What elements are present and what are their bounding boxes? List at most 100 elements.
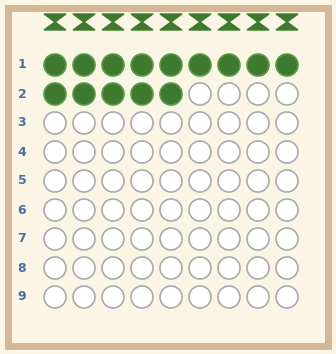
Circle shape [218,257,240,279]
Circle shape [189,141,211,163]
Circle shape [73,257,95,279]
Circle shape [189,199,211,221]
Circle shape [160,83,182,105]
Polygon shape [276,22,298,30]
Text: 7: 7 [17,233,26,246]
Polygon shape [218,22,240,30]
Circle shape [189,257,211,279]
Circle shape [44,286,66,308]
Circle shape [44,170,66,192]
Circle shape [131,170,153,192]
Circle shape [102,170,124,192]
Circle shape [218,141,240,163]
Polygon shape [44,22,66,30]
Circle shape [44,83,66,105]
Circle shape [218,54,240,76]
Circle shape [102,112,124,134]
Circle shape [189,170,211,192]
Circle shape [218,83,240,105]
Circle shape [276,112,298,134]
Circle shape [247,257,269,279]
Circle shape [247,83,269,105]
Circle shape [189,228,211,250]
Circle shape [73,170,95,192]
Polygon shape [160,22,182,30]
Circle shape [73,54,95,76]
Circle shape [131,83,153,105]
Polygon shape [218,14,240,22]
Text: 3: 3 [18,116,26,130]
Polygon shape [160,14,182,22]
Text: 8: 8 [18,262,26,274]
Polygon shape [276,14,298,22]
Text: 5: 5 [17,175,26,188]
Circle shape [276,228,298,250]
Circle shape [73,228,95,250]
Circle shape [247,170,269,192]
Circle shape [102,286,124,308]
Circle shape [102,228,124,250]
Polygon shape [73,14,95,22]
Circle shape [44,141,66,163]
Circle shape [44,257,66,279]
FancyBboxPatch shape [8,8,328,346]
Circle shape [189,83,211,105]
Text: 1: 1 [17,58,26,72]
Circle shape [247,141,269,163]
Polygon shape [247,22,269,30]
Circle shape [102,54,124,76]
Circle shape [276,170,298,192]
Circle shape [131,228,153,250]
Polygon shape [102,14,124,22]
Circle shape [247,228,269,250]
Circle shape [189,54,211,76]
Circle shape [131,141,153,163]
Circle shape [218,228,240,250]
Circle shape [276,141,298,163]
Circle shape [160,228,182,250]
Circle shape [131,286,153,308]
Circle shape [73,112,95,134]
Circle shape [160,170,182,192]
Circle shape [131,199,153,221]
Circle shape [73,199,95,221]
Circle shape [131,257,153,279]
Text: 9: 9 [18,291,26,303]
Polygon shape [73,22,95,30]
Circle shape [160,257,182,279]
Polygon shape [189,14,211,22]
Circle shape [131,112,153,134]
Circle shape [73,141,95,163]
Circle shape [218,112,240,134]
Circle shape [44,199,66,221]
Circle shape [189,286,211,308]
Polygon shape [131,14,153,22]
Circle shape [102,141,124,163]
Circle shape [276,83,298,105]
Circle shape [218,170,240,192]
Circle shape [247,286,269,308]
Text: 2: 2 [17,87,26,101]
Circle shape [276,286,298,308]
Circle shape [276,54,298,76]
Text: 4: 4 [17,145,26,159]
Circle shape [160,141,182,163]
Circle shape [247,112,269,134]
Circle shape [160,112,182,134]
Circle shape [218,199,240,221]
Circle shape [247,199,269,221]
Polygon shape [44,14,66,22]
Circle shape [44,54,66,76]
Polygon shape [131,22,153,30]
Polygon shape [189,22,211,30]
Circle shape [160,199,182,221]
Circle shape [73,83,95,105]
Circle shape [102,83,124,105]
Circle shape [73,286,95,308]
Circle shape [102,257,124,279]
Circle shape [218,286,240,308]
Circle shape [247,54,269,76]
Circle shape [102,199,124,221]
Circle shape [44,112,66,134]
Circle shape [189,112,211,134]
